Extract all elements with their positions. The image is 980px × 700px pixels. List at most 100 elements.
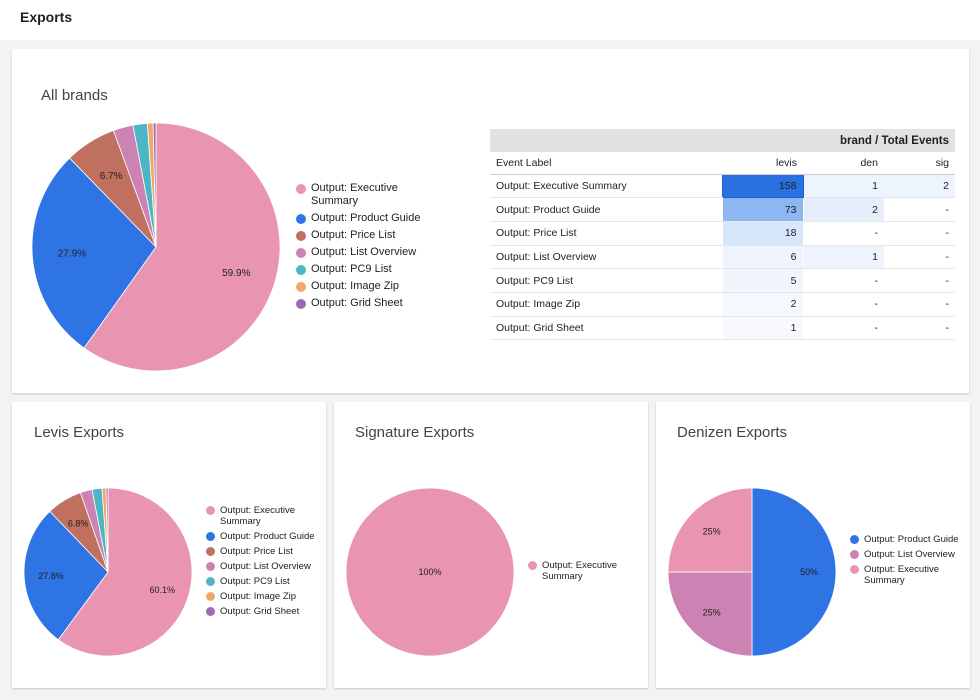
legend-swatch: [296, 214, 306, 224]
legend-swatch: [206, 577, 215, 586]
table-row: Output: Price List 18- -: [490, 221, 955, 246]
legend-signature: Output: Executive Summary: [528, 560, 638, 586]
card-title-denizen: Denizen Exports: [677, 424, 788, 441]
legend-item[interactable]: Output: Executive Summary: [528, 560, 638, 582]
pie-slice[interactable]: [667, 487, 753, 573]
legend-swatch: [206, 562, 215, 571]
pie-slice[interactable]: [23, 510, 109, 641]
table-row: Output: PC9 List 5- -: [490, 268, 955, 293]
pie-data-label: 25%: [703, 527, 721, 537]
column-header-event-label[interactable]: Event Label: [490, 152, 722, 175]
legend-swatch: [850, 565, 859, 574]
legend-item[interactable]: Output: PC9 List: [206, 576, 316, 587]
legend-item[interactable]: Output: Image Zip: [296, 280, 421, 293]
legend-label: Output: Grid Sheet: [220, 606, 300, 617]
column-header-den[interactable]: den: [803, 152, 884, 175]
legend-all-brands: Output: Executive Summary Output: Product…: [296, 182, 421, 314]
page-header: Exports: [0, 0, 980, 40]
cell-sig: -: [884, 245, 955, 270]
table-row: Output: Executive Summary 158 1 2: [490, 173, 955, 199]
legend-item[interactable]: Output: Product Guide: [296, 212, 421, 225]
legend-item[interactable]: Output: List Overview: [296, 246, 421, 259]
legend-label: Output: Image Zip: [311, 280, 400, 292]
legend-item[interactable]: Output: PC9 List: [296, 263, 421, 276]
pie-slice[interactable]: [57, 487, 193, 657]
legend-item[interactable]: Output: Executive Summary: [206, 505, 316, 527]
pie-slice[interactable]: [751, 487, 837, 657]
legend-label: Output: Executive Summary: [542, 560, 617, 582]
pie-slice[interactable]: [667, 571, 753, 657]
legend-item[interactable]: Output: Price List: [206, 546, 316, 557]
legend-swatch: [296, 248, 306, 258]
legend-label: Output: Product Guide: [311, 212, 421, 224]
pie-chart-all-brands[interactable]: 59.9% 27.9% 6.7%: [30, 121, 282, 373]
pie-data-label: 50%: [800, 567, 818, 577]
pie-data-label: 25%: [703, 607, 721, 617]
legend-swatch: [206, 532, 215, 541]
legend-label: Output: PC9 List: [311, 263, 392, 275]
legend-label: Output: Grid Sheet: [311, 297, 403, 309]
legend-item[interactable]: Output: Price List: [296, 229, 421, 242]
legend-swatch: [206, 607, 215, 616]
table-group-header: brand / Total Events: [490, 129, 955, 152]
legend-item[interactable]: Output: Image Zip: [206, 591, 316, 602]
legend-item[interactable]: Output: Product Guide: [206, 531, 316, 542]
cell-den: 1: [803, 245, 884, 270]
cell-levis: 158: [721, 173, 804, 199]
cell-levis: 5: [721, 268, 804, 293]
pie-slice[interactable]: [152, 122, 157, 248]
legend-label: Output: Product Guide: [220, 531, 315, 542]
legend-swatch: [528, 561, 537, 570]
pie-chart-levis[interactable]: 60.1% 27.8% 6.8%: [22, 486, 194, 658]
legend-swatch: [296, 231, 306, 241]
card-title-levis: Levis Exports: [34, 424, 125, 441]
card-title-signature: Signature Exports: [355, 424, 475, 441]
pie-slice[interactable]: [345, 487, 515, 657]
table-row: Output: List Overview 6 1-: [490, 245, 955, 270]
legend-item[interactable]: Output: List Overview: [206, 561, 316, 572]
legend-swatch: [296, 299, 306, 309]
cell-levis: 18: [721, 221, 804, 246]
cell-sig: -: [884, 197, 955, 222]
legend-item[interactable]: Output: Executive Summary: [850, 564, 960, 586]
cell-sig: 2: [884, 174, 955, 199]
legend-item[interactable]: Output: Grid Sheet: [296, 297, 421, 310]
card-title-all-brands: All brands: [41, 87, 108, 104]
legend-label: Output: Price List: [311, 229, 396, 241]
pie-slice[interactable]: [83, 122, 281, 372]
legend-item[interactable]: Output: Product Guide: [850, 534, 960, 545]
cell-event-label: Output: Grid Sheet: [490, 316, 722, 341]
pie-data-label: 60.1%: [150, 585, 176, 595]
legend-item[interactable]: Output: Grid Sheet: [206, 606, 316, 617]
cell-den: 2: [803, 197, 884, 222]
pie-slice[interactable]: [31, 157, 157, 349]
pie-chart-denizen[interactable]: 50% 25% 25%: [666, 486, 838, 658]
legend-item[interactable]: Output: Executive Summary: [296, 182, 421, 208]
pie-slice[interactable]: [105, 487, 109, 573]
column-header-sig[interactable]: sig: [884, 152, 955, 175]
events-table: brand / Total Events Event Label levis d…: [490, 129, 955, 341]
pie-data-label: 100%: [418, 567, 441, 577]
pie-data-label: 27.8%: [38, 571, 64, 581]
cell-den: 1: [803, 174, 884, 199]
cell-event-label: Output: PC9 List: [490, 268, 722, 293]
legend-swatch: [850, 535, 859, 544]
cell-den: -: [803, 292, 884, 317]
column-header-levis[interactable]: levis: [722, 152, 803, 175]
legend-label: Output: List Overview: [220, 561, 311, 572]
cell-event-label: Output: Executive Summary: [490, 174, 722, 199]
cell-event-label: Output: Image Zip: [490, 292, 722, 317]
pie-chart-signature[interactable]: 100%: [344, 486, 516, 658]
cell-event-label: Output: Product Guide: [490, 197, 722, 222]
legend-denizen: Output: Product Guide Output: List Overvi…: [850, 534, 960, 590]
pie-data-label: 6.7%: [100, 171, 123, 182]
legend-label: Output: Executive Summary: [311, 182, 398, 207]
legend-label: Output: List Overview: [864, 549, 955, 560]
cell-den: -: [803, 268, 884, 293]
cell-sig: -: [884, 316, 955, 341]
legend-label: Output: PC9 List: [220, 576, 290, 587]
table-row: Output: Image Zip 2- -: [490, 292, 955, 317]
legend-item[interactable]: Output: List Overview: [850, 549, 960, 560]
table-row: Output: Product Guide 73 2-: [490, 197, 955, 222]
cell-sig: -: [884, 221, 955, 246]
